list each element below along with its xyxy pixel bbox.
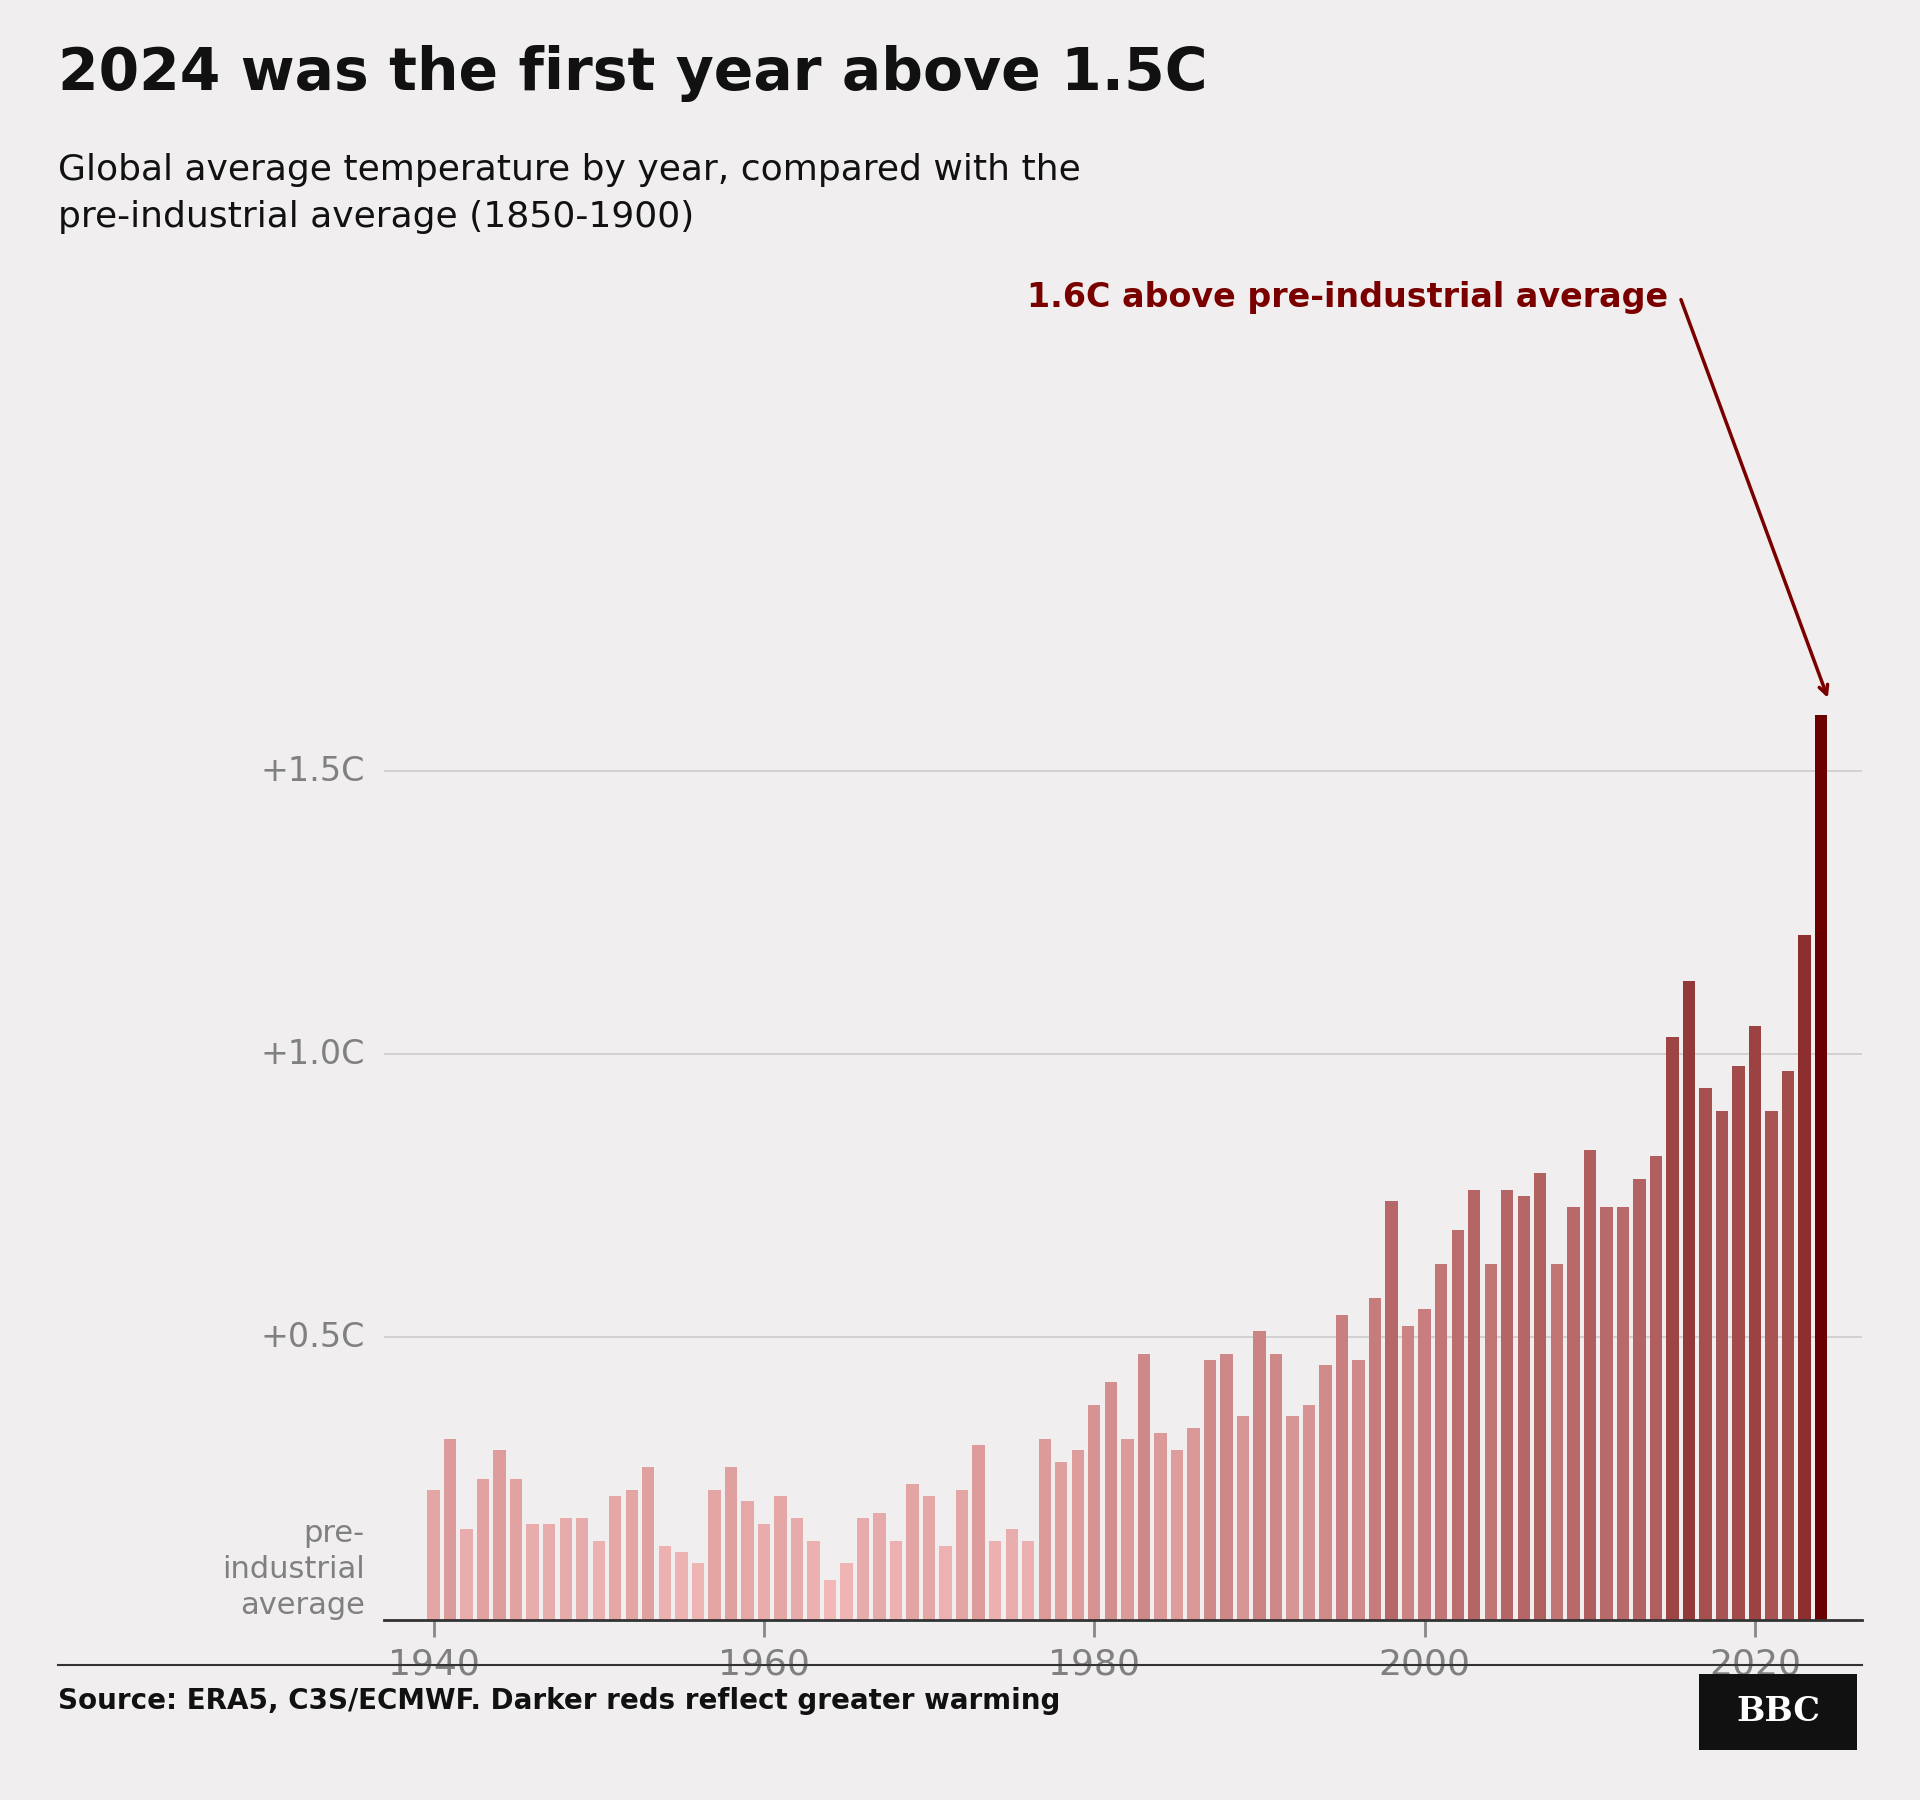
Bar [543, 1525, 555, 1620]
Bar [1171, 1451, 1183, 1620]
Bar [1764, 1111, 1778, 1620]
Bar [874, 1512, 885, 1620]
Bar [906, 1485, 920, 1620]
Text: pre-
industrial
average: pre- industrial average [223, 1519, 365, 1620]
Bar [1089, 1406, 1100, 1620]
Bar [676, 1552, 687, 1620]
Text: Source: ERA5, C3S/ECMWF. Darker reds reflect greater warming: Source: ERA5, C3S/ECMWF. Darker reds ref… [58, 1687, 1060, 1715]
Bar [956, 1490, 968, 1620]
Bar [791, 1517, 803, 1620]
Bar [1649, 1156, 1663, 1620]
Bar [1386, 1201, 1398, 1620]
Bar [1814, 715, 1828, 1620]
Bar [461, 1530, 472, 1620]
Bar [1104, 1382, 1117, 1620]
Bar [1799, 936, 1811, 1620]
Bar [1567, 1208, 1580, 1620]
Bar [1517, 1195, 1530, 1620]
Bar [1254, 1332, 1265, 1620]
Bar [476, 1478, 490, 1620]
Bar [641, 1467, 655, 1620]
Bar [1071, 1451, 1085, 1620]
Bar [758, 1525, 770, 1620]
Bar [806, 1541, 820, 1620]
Bar [1469, 1190, 1480, 1620]
Bar [593, 1541, 605, 1620]
Bar [626, 1490, 637, 1620]
Bar [576, 1517, 588, 1620]
Bar [1204, 1359, 1215, 1620]
Bar [741, 1501, 755, 1620]
Bar [526, 1525, 540, 1620]
Bar [1039, 1438, 1050, 1620]
Bar [1699, 1089, 1711, 1620]
Bar [1369, 1298, 1380, 1620]
Text: Global average temperature by year, compared with the
pre-industrial average (18: Global average temperature by year, comp… [58, 153, 1081, 234]
Bar [1236, 1417, 1250, 1620]
Bar [1599, 1208, 1613, 1620]
Bar [1336, 1314, 1348, 1620]
Bar [824, 1580, 837, 1620]
Text: BBC: BBC [1736, 1696, 1820, 1728]
Bar [989, 1541, 1002, 1620]
Text: 1.6C above pre-industrial average: 1.6C above pre-industrial average [1027, 281, 1668, 313]
Bar [1221, 1354, 1233, 1620]
Bar [1682, 981, 1695, 1620]
Bar [1534, 1174, 1546, 1620]
Bar [559, 1517, 572, 1620]
Bar [691, 1564, 705, 1620]
Bar [889, 1541, 902, 1620]
Bar [1584, 1150, 1596, 1620]
Bar [841, 1564, 852, 1620]
Bar [493, 1451, 505, 1620]
Bar [1121, 1438, 1133, 1620]
Bar [856, 1517, 870, 1620]
Bar [1617, 1208, 1628, 1620]
Bar [924, 1496, 935, 1620]
Bar [1732, 1066, 1745, 1620]
Bar [1634, 1179, 1645, 1620]
Text: +1.5C: +1.5C [261, 754, 365, 788]
Bar [1304, 1406, 1315, 1620]
Bar [1716, 1111, 1728, 1620]
Text: +0.5C: +0.5C [261, 1321, 365, 1354]
Bar [428, 1490, 440, 1620]
Bar [1419, 1309, 1430, 1620]
Bar [609, 1496, 622, 1620]
Bar [1187, 1427, 1200, 1620]
Bar [1056, 1462, 1068, 1620]
Bar [939, 1546, 952, 1620]
Bar [1402, 1327, 1415, 1620]
Bar [972, 1445, 985, 1620]
Bar [1319, 1366, 1332, 1620]
Text: 2024 was the first year above 1.5C: 2024 was the first year above 1.5C [58, 45, 1208, 103]
Bar [708, 1490, 720, 1620]
Bar [1782, 1071, 1795, 1620]
Bar [1484, 1264, 1498, 1620]
Bar [659, 1546, 670, 1620]
Bar [1667, 1037, 1678, 1620]
Bar [1452, 1229, 1463, 1620]
Bar [1006, 1530, 1018, 1620]
Text: +1.0C: +1.0C [261, 1039, 365, 1071]
Bar [1154, 1433, 1167, 1620]
Bar [511, 1478, 522, 1620]
Bar [1352, 1359, 1365, 1620]
Bar [1501, 1190, 1513, 1620]
Bar [774, 1496, 787, 1620]
Bar [1551, 1264, 1563, 1620]
Bar [1749, 1026, 1761, 1620]
Bar [1021, 1541, 1035, 1620]
FancyArrowPatch shape [1682, 299, 1828, 695]
Bar [444, 1438, 457, 1620]
Bar [1139, 1354, 1150, 1620]
Bar [1286, 1417, 1298, 1620]
Bar [1434, 1264, 1448, 1620]
Bar [724, 1467, 737, 1620]
Bar [1269, 1354, 1283, 1620]
